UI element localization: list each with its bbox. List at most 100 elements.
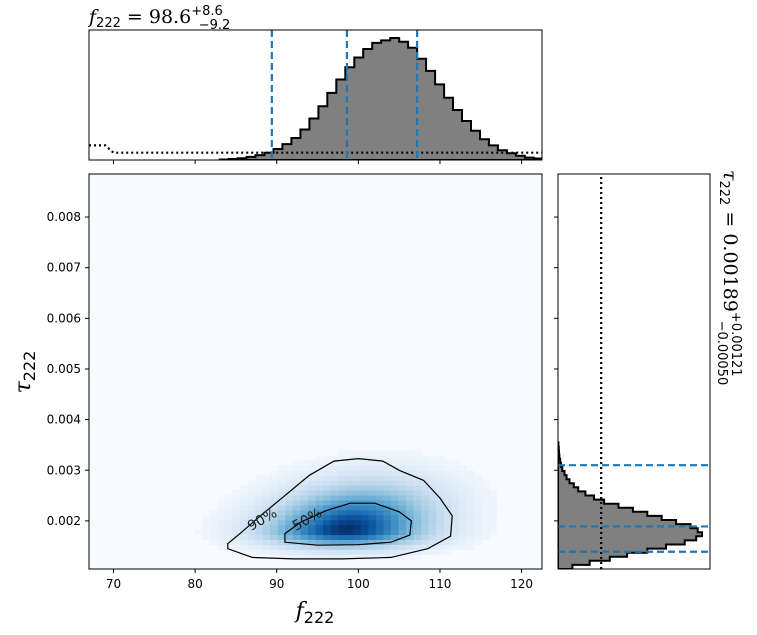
density-heatmap (194, 450, 498, 560)
heatmap-cell (458, 509, 468, 516)
heatmap-cell (353, 534, 362, 540)
heatmap-cell (466, 529, 475, 536)
heatmap-cell (292, 504, 301, 511)
heatmap-cell (202, 524, 211, 531)
heatmap-cell (330, 554, 339, 560)
x-tick-label: 110 (429, 577, 452, 591)
heatmap-cell (451, 475, 460, 481)
heatmap-cell (300, 480, 309, 486)
heatmap-cell (300, 509, 309, 516)
heatmap-cell (428, 494, 437, 501)
heatmap-cell (375, 470, 385, 476)
heatmap-cell (307, 544, 317, 550)
heatmap-cell (307, 529, 317, 536)
marginal-x-frame (88, 29, 543, 161)
heatmap-cell (458, 529, 468, 536)
x-axis-label: f222 (294, 599, 335, 627)
heatmap-cell (406, 539, 415, 545)
heatmap-cell (383, 480, 392, 486)
heatmap-cell (360, 519, 369, 526)
heatmap-cell (262, 539, 271, 545)
heatmap-cell (315, 534, 324, 540)
heatmap-cell (217, 529, 226, 536)
y-axis-label: τ222 (11, 351, 39, 394)
y-tick-label: 0.008 (47, 210, 81, 224)
heatmap-cell (277, 514, 286, 521)
heatmap-cell (398, 470, 407, 476)
heatmap-cell (383, 455, 392, 461)
heatmap-cell (383, 499, 392, 506)
heatmap-cell (406, 470, 415, 476)
heatmap-cell (368, 490, 377, 496)
x-tick-label: 90 (269, 577, 284, 591)
heatmap-cell (391, 524, 400, 531)
marginal-x-panel (88, 29, 543, 164)
heatmap-cell (383, 490, 392, 496)
heatmap-cell (421, 514, 430, 521)
heatmap-cell (398, 460, 407, 466)
heatmap-cell (353, 519, 362, 526)
heatmap-cell (436, 534, 445, 540)
heatmap-cell (421, 475, 430, 481)
heatmap-cell (413, 554, 422, 560)
heatmap-cell (345, 480, 354, 486)
heatmap-cell (421, 529, 430, 536)
heatmap-cell (406, 475, 415, 481)
heatmap-cell (466, 524, 475, 531)
heatmap-cell (217, 509, 226, 516)
heatmap-cell (428, 465, 437, 471)
heatmap-cell (323, 490, 332, 496)
heatmap-cell (232, 514, 241, 521)
heatmap-cell (481, 499, 490, 506)
heatmap-cell (428, 534, 437, 540)
heatmap-cell (255, 490, 264, 496)
heatmap-cell (406, 519, 415, 526)
heatmap-cell (451, 465, 460, 471)
heatmap-cell (466, 534, 475, 540)
heatmap-cell (391, 539, 400, 545)
heatmap-cell (240, 524, 249, 531)
heatmap-cell (285, 480, 294, 486)
marginal-x-title: f222 = 98.6+8.6 −9.2 (87, 4, 230, 33)
heatmap-cell (240, 539, 249, 545)
heatmap-cell (292, 529, 301, 536)
heatmap-cell (391, 544, 400, 550)
heatmap-cell (330, 514, 339, 521)
heatmap-cell (338, 549, 347, 555)
heatmap-cell (375, 455, 385, 461)
heatmap-cell (247, 534, 256, 540)
heatmap-cell (323, 465, 332, 471)
heatmap-cell (443, 519, 452, 526)
heatmap-cell (307, 465, 317, 471)
heatmap-cell (338, 554, 347, 560)
heatmap-cell (428, 470, 437, 476)
heatmap-cell (474, 514, 483, 521)
heatmap-cell (270, 554, 279, 560)
heatmap-cell (451, 504, 460, 511)
y-axis-ticks: 0.002 0.003 0.004 0.005 0.006 0.007 0.008 (47, 210, 89, 528)
heatmap-cell (421, 534, 430, 540)
heatmap-cell (481, 485, 490, 491)
heatmap-cell (458, 480, 468, 486)
heatmap-cell (262, 519, 271, 526)
heatmap-cell (262, 480, 271, 486)
heatmap-cell (466, 470, 475, 476)
marginal-x-histogram-bars (218, 37, 542, 160)
heatmap-cell (436, 490, 445, 496)
heatmap-cell (292, 524, 301, 531)
heatmap-cell (360, 549, 369, 555)
heatmap-cell (270, 539, 279, 545)
heatmap-cell (292, 465, 301, 471)
heatmap-cell (421, 470, 430, 476)
heatmap-cell (277, 519, 286, 526)
heatmap-cell (209, 524, 218, 531)
heatmap-cell (436, 470, 445, 476)
heatmap-cell (428, 480, 437, 486)
heatmap-cell (353, 460, 362, 466)
heatmap-cell (345, 460, 354, 466)
heatmap-cell (224, 504, 234, 511)
heatmap-cell (307, 509, 317, 516)
heatmap-cell (391, 455, 400, 461)
heatmap-cell (368, 455, 377, 461)
heatmap-cell (338, 509, 347, 516)
